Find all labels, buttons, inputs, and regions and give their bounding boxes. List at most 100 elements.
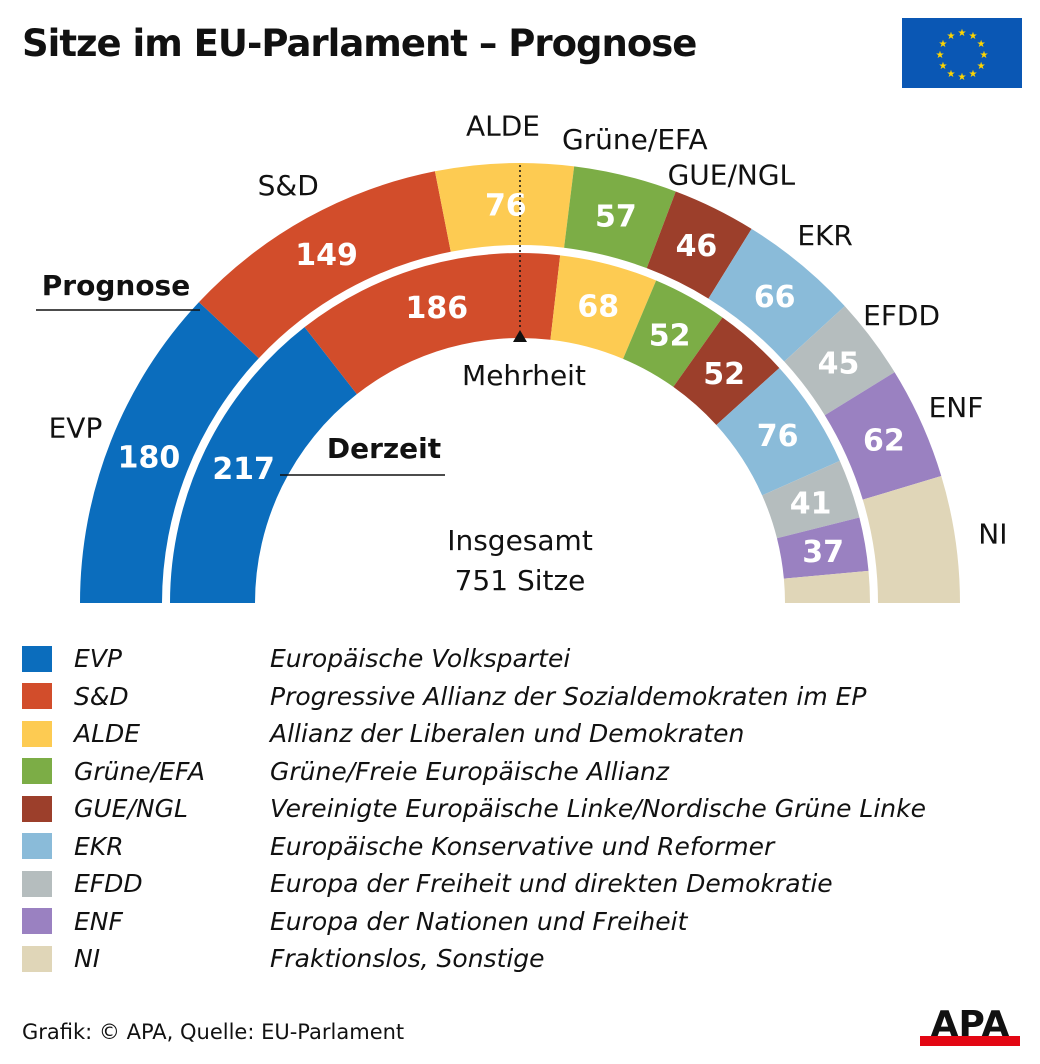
legend-item: S&D Progressive Allianz der Sozialdemokra…: [22, 678, 926, 716]
seg-derzeit-EVP: [170, 327, 357, 603]
seat-value-label: 217: [212, 452, 275, 487]
legend-abbr: EKR: [74, 831, 124, 861]
seg-prognose-EKR: [708, 228, 845, 362]
legend-full-name: Grüne/Freie Europäische Allianz: [270, 756, 669, 786]
seg-derzeit-ALDE: [550, 255, 657, 359]
seat-value-label: 46: [676, 229, 718, 264]
legend-full-name: Vereinigte Europäische Linke/Nordische G…: [270, 794, 926, 824]
seg-prognose-Grüne/EFA: [564, 166, 676, 269]
legend-full-name: Europa der Nationen und Freiheit: [270, 906, 688, 936]
seg-derzeit-ENF: [776, 517, 869, 579]
star-icon: ★: [958, 28, 967, 39]
seg-prognose-ENF: [824, 372, 942, 500]
star-icon: ★: [977, 39, 986, 50]
seat-value-label: 41: [790, 487, 832, 522]
seat-value-label: 37: [802, 535, 844, 570]
seat-value-label: 186: [405, 291, 468, 326]
star-icon: ★: [969, 69, 978, 80]
legend-item: NI Fraktionslos, Sonstige: [22, 940, 926, 978]
total-label: Insgesamt: [447, 524, 593, 557]
source-footer: Grafik: © APA, Quelle: EU-Parlament: [22, 1020, 405, 1044]
seg-derzeit-GUE/NGL: [673, 317, 780, 426]
parliament-chart: 180 EVP 149 S&D 76 ALDE 57 Grüne/EFA 46 GUE/NGL 66…: [36, 109, 1007, 603]
party-name-label: Grüne/EFA: [562, 123, 708, 156]
legend-abbr: Grüne/EFA: [74, 756, 205, 786]
legend-abbr: EVP: [74, 644, 122, 674]
star-icon: ★: [969, 31, 978, 42]
seat-value-label: 68: [577, 290, 619, 325]
party-name-label: GUE/NGL: [668, 158, 796, 191]
legend-full-name: Allianz der Liberalen und Demokraten: [270, 719, 745, 749]
legend-item: Grüne/EFA Grüne/Freie Europäische Allianz: [22, 753, 926, 791]
seg-derzeit-NI: [783, 570, 870, 603]
party-name-label: NI: [978, 517, 1007, 550]
ring-label-prognose: Prognose: [42, 269, 190, 302]
legend-abbr: GUE/NGL: [74, 794, 188, 824]
seg-derzeit-S&D: [304, 253, 561, 395]
legend-full-name: Europäische Volkspartei: [270, 644, 571, 674]
ring-label-derzeit: Derzeit: [327, 432, 441, 465]
star-icon: ★: [947, 69, 956, 80]
legend-abbr: NI: [74, 944, 101, 974]
party-name-label: EKR: [797, 219, 853, 252]
majority-marker-icon: [513, 330, 527, 342]
party-name-label: ENF: [929, 391, 984, 424]
star-icon: ★: [938, 39, 947, 50]
legend-swatch: [22, 645, 52, 672]
seat-value-label: 76: [757, 419, 799, 454]
legend-swatch: [22, 908, 52, 935]
seat-value-label: 62: [863, 423, 905, 458]
eu-flag-icon: ★ ★ ★ ★ ★ ★ ★ ★ ★ ★ ★ ★: [902, 18, 1022, 88]
legend-swatch: [22, 720, 52, 747]
legend-swatch: [22, 795, 52, 822]
seg-derzeit-EKR: [716, 367, 840, 496]
seg-prognose-EVP: [80, 302, 259, 603]
seat-value-label: 45: [818, 347, 860, 382]
legend-item: EVP Europäische Volkspartei: [22, 640, 926, 678]
seat-value-label: 149: [295, 238, 358, 273]
legend-abbr: S&D: [74, 681, 129, 711]
seat-value-label: 66: [754, 280, 796, 315]
legend-item: EKR Europäische Konservative und Reformer: [22, 828, 926, 866]
seg-derzeit-EFDD: [762, 460, 860, 539]
legend: EVP Europäische Volkspartei S&D Progressive…: [22, 640, 926, 978]
legend-full-name: Progressive Allianz der Sozialdemokraten…: [270, 681, 867, 711]
seat-value-label: 52: [649, 318, 691, 353]
legend-swatch: [22, 758, 52, 785]
star-icon: ★: [947, 31, 956, 42]
legend-swatch: [22, 833, 52, 860]
party-name-label: EVP: [49, 411, 103, 444]
party-name-label: ALDE: [466, 109, 540, 142]
majority-label: Mehrheit: [462, 359, 586, 392]
seat-value-label: 52: [703, 357, 745, 392]
party-name-label: EFDD: [863, 299, 940, 332]
seg-prognose-EFDD: [784, 306, 895, 416]
star-icon: ★: [938, 61, 947, 72]
seat-value-label: 57: [595, 200, 637, 235]
seg-derzeit-Grüne/EFA: [623, 280, 723, 387]
star-icon: ★: [936, 50, 945, 61]
seg-prognose-NI: [862, 475, 960, 603]
star-icon: ★: [977, 61, 986, 72]
legend-item: ENF Europa der Nationen und Freiheit: [22, 903, 926, 941]
star-icon: ★: [980, 50, 989, 61]
legend-item: ALDE Allianz der Liberalen und Demokraten: [22, 715, 926, 753]
total-seats-label: 751 Sitze: [455, 564, 586, 597]
legend-swatch: [22, 945, 52, 972]
legend-item: GUE/NGL Vereinigte Europäische Linke/Nord…: [22, 790, 926, 828]
legend-swatch: [22, 683, 52, 710]
apa-logo: APA: [920, 1004, 1020, 1046]
legend-item: EFDD Europa der Freiheit und direkten Dem…: [22, 865, 926, 903]
legend-abbr: EFDD: [74, 869, 143, 899]
legend-abbr: ENF: [74, 906, 123, 936]
seg-prognose-ALDE: [434, 163, 575, 252]
legend-abbr: ALDE: [74, 719, 141, 749]
seg-prognose-S&D: [198, 171, 451, 359]
legend-full-name: Europäische Konservative und Reformer: [270, 831, 775, 861]
seat-value-label: 180: [118, 440, 181, 475]
chart-title: Sitze im EU-Parlament – Prognose: [22, 22, 697, 65]
star-icon: ★: [958, 72, 967, 83]
party-name-label: S&D: [258, 169, 319, 202]
legend-full-name: Fraktionslos, Sonstige: [270, 944, 545, 974]
